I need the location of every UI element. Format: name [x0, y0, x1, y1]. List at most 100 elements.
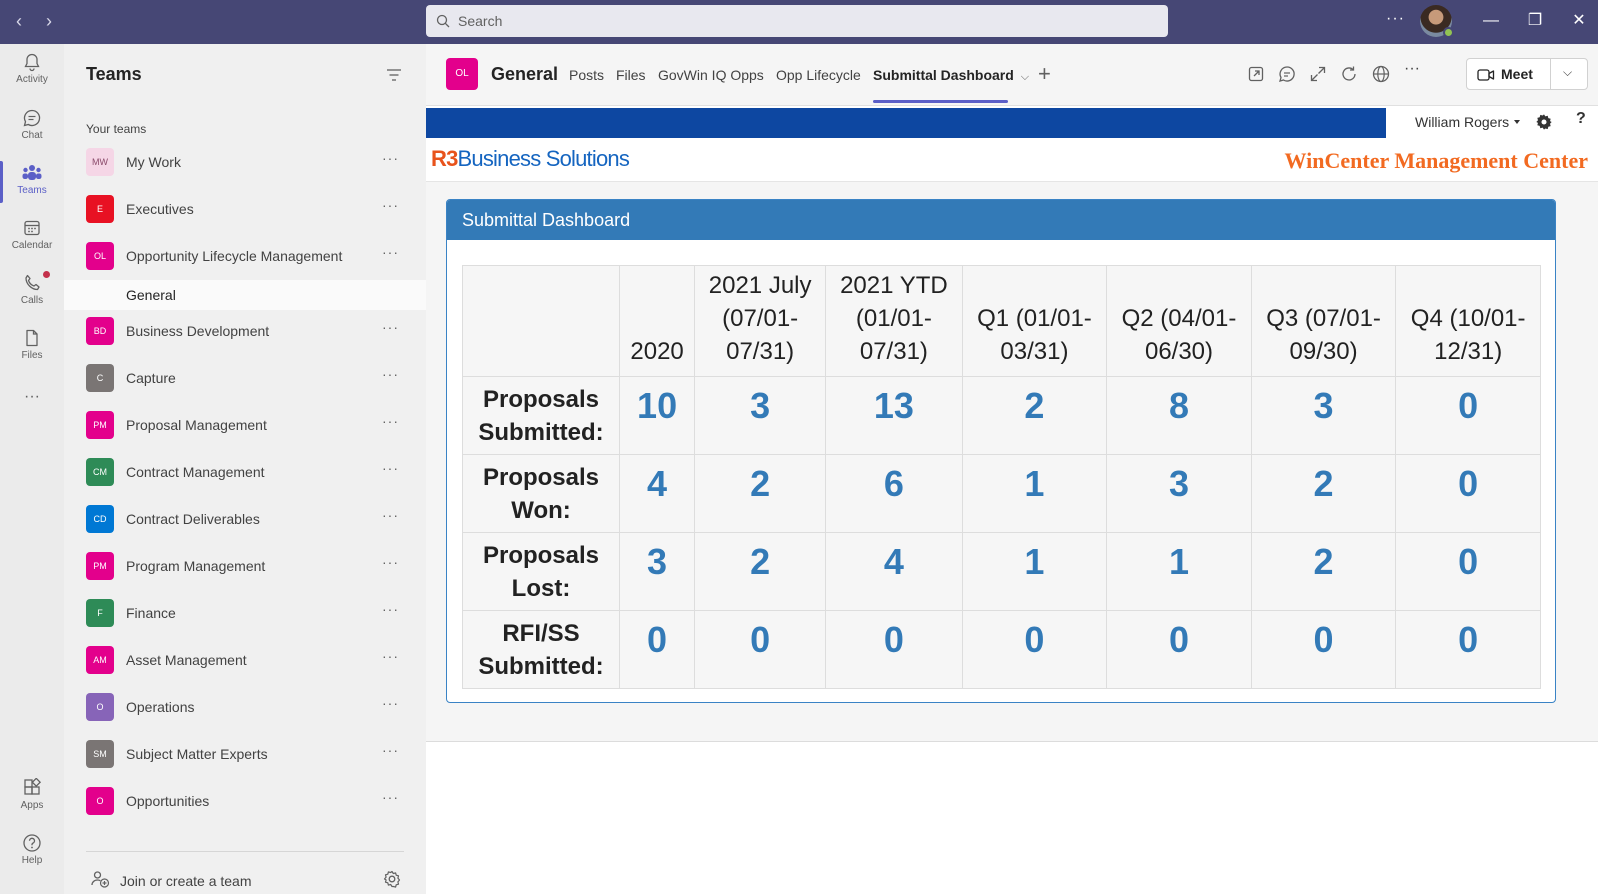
settings-gear-icon[interactable]	[1535, 113, 1553, 131]
metric-value[interactable]: 2	[1250, 532, 1397, 611]
team-item[interactable]: PM Program Management ···	[64, 544, 426, 592]
rail-calendar[interactable]: Calendar	[0, 210, 64, 264]
rail-chat[interactable]: Chat	[0, 100, 64, 154]
rail-files[interactable]: Files	[0, 320, 64, 374]
chevron-down-icon[interactable]: ⌵	[1020, 71, 1030, 83]
metric-value[interactable]: 1	[961, 454, 1108, 533]
gear-icon[interactable]	[382, 869, 402, 889]
close-icon[interactable]: ✕	[1572, 12, 1586, 29]
metric-value[interactable]: 0	[825, 610, 963, 689]
r3-business-solutions-logo[interactable]: R3Business Solutions	[431, 146, 630, 172]
metric-value[interactable]: 6	[825, 454, 963, 533]
metric-value[interactable]: 1	[1106, 532, 1252, 611]
open-in-new-window-icon[interactable]	[1246, 64, 1266, 84]
rail-help[interactable]: Help	[0, 825, 64, 879]
metric-value[interactable]: 0	[618, 610, 696, 689]
metric-value[interactable]: 4	[825, 532, 963, 611]
team-item[interactable]: SM Subject Matter Experts ···	[64, 732, 426, 780]
team-item[interactable]: BD Business Development ···	[64, 309, 426, 357]
team-item[interactable]: F Finance ···	[64, 591, 426, 639]
rail-calls[interactable]: Calls	[0, 265, 64, 319]
metric-value[interactable]: 1	[961, 532, 1108, 611]
team-badge: MW	[86, 148, 114, 176]
tab-posts[interactable]: Posts	[569, 67, 605, 83]
meet-button[interactable]: Meet ⌵	[1466, 58, 1588, 90]
team-more-options-icon[interactable]: ···	[382, 366, 399, 382]
tab-govwin-iq-opps[interactable]: GovWin IQ Opps	[658, 67, 764, 83]
metric-value[interactable]: 10	[618, 376, 696, 455]
team-more-options-icon[interactable]: ···	[382, 601, 399, 617]
rail-apps[interactable]: Apps	[0, 770, 64, 824]
minimize-icon[interactable]: —	[1483, 12, 1499, 29]
search-input[interactable]: Search	[426, 5, 1168, 37]
apps-icon	[24, 778, 42, 795]
team-more-options-icon[interactable]: ···	[382, 319, 399, 335]
refresh-icon[interactable]	[1339, 64, 1359, 84]
team-badge: O	[86, 693, 114, 721]
team-more-options-icon[interactable]: ···	[382, 742, 399, 758]
team-item[interactable]: E Executives ···	[64, 187, 426, 235]
metric-value[interactable]: 0	[961, 610, 1108, 689]
back-arrow-icon[interactable]: ‹	[16, 11, 22, 31]
metric-value[interactable]: 0	[1395, 454, 1541, 533]
tab-files[interactable]: Files	[616, 67, 646, 83]
team-more-options-icon[interactable]: ···	[382, 150, 399, 166]
team-item[interactable]: C Capture ···	[64, 356, 426, 404]
forward-arrow-icon[interactable]: ›	[46, 11, 52, 31]
metric-value[interactable]: 2	[1250, 454, 1397, 533]
team-more-options-icon[interactable]: ···	[382, 695, 399, 711]
conversation-icon[interactable]	[1277, 64, 1297, 84]
avatar[interactable]	[1420, 5, 1454, 38]
metric-value[interactable]: 0	[694, 610, 827, 689]
team-item[interactable]: AM Asset Management ···	[64, 638, 426, 686]
team-more-options-icon[interactable]: ···	[382, 244, 399, 260]
help-icon[interactable]: ?	[1576, 110, 1586, 127]
chevron-down-icon[interactable]: ⌵	[1563, 65, 1573, 79]
team-more-options-icon[interactable]: ···	[382, 460, 399, 476]
metric-value[interactable]: 2	[694, 532, 827, 611]
team-item[interactable]: CM Contract Management ···	[64, 450, 426, 498]
team-item[interactable]: O Operations ···	[64, 685, 426, 733]
metric-value[interactable]: 8	[1106, 376, 1252, 455]
team-item[interactable]: OL Opportunity Lifecycle Management ···	[64, 234, 426, 282]
expand-icon[interactable]	[1308, 64, 1328, 84]
tab-submittal-dashboard[interactable]: Submittal Dashboard ⌵	[873, 67, 1029, 84]
metric-value[interactable]: 2	[694, 454, 827, 533]
settings-more-icon[interactable]: ···	[1386, 10, 1405, 27]
team-more-options-icon[interactable]: ···	[382, 413, 399, 429]
team-item[interactable]: CD Contract Deliverables ···	[64, 497, 426, 545]
tab-opp-lifecycle[interactable]: Opp Lifecycle	[776, 67, 861, 83]
metric-value[interactable]: 2	[961, 376, 1108, 455]
team-more-options-icon[interactable]: ···	[382, 554, 399, 570]
add-tab-icon[interactable]: +	[1038, 61, 1051, 86]
metric-value[interactable]: 13	[825, 376, 963, 455]
team-more-options-icon[interactable]: ···	[382, 789, 399, 805]
metric-value[interactable]: 0	[1250, 610, 1397, 689]
team-more-options-icon[interactable]: ···	[382, 648, 399, 664]
rail-more-apps-icon[interactable]: ···	[24, 388, 40, 405]
metric-value[interactable]: 0	[1106, 610, 1252, 689]
channel-item-general[interactable]: General	[64, 280, 426, 310]
rail-teams[interactable]: Teams	[0, 155, 64, 209]
team-item[interactable]: PM Proposal Management ···	[64, 403, 426, 451]
more-options-icon[interactable]: ···	[1404, 60, 1420, 77]
globe-icon[interactable]	[1371, 64, 1391, 84]
metric-value[interactable]: 3	[1106, 454, 1252, 533]
wincenter-title: WinCenter Management Center	[1284, 148, 1588, 173]
metric-value[interactable]: 3	[1250, 376, 1397, 455]
metric-value[interactable]: 0	[1395, 610, 1541, 689]
metric-value[interactable]: 4	[618, 454, 696, 533]
user-menu[interactable]: William Rogers	[1415, 114, 1520, 130]
rail-activity[interactable]: Activity	[0, 44, 64, 98]
team-more-options-icon[interactable]: ···	[382, 197, 399, 213]
restore-icon[interactable]: ❐	[1527, 12, 1543, 29]
filter-icon[interactable]	[386, 68, 402, 82]
join-or-create-team-button[interactable]: Join or create a team	[90, 866, 410, 894]
team-more-options-icon[interactable]: ···	[382, 507, 399, 523]
metric-value[interactable]: 3	[618, 532, 696, 611]
metric-value[interactable]: 0	[1395, 532, 1541, 611]
metric-value[interactable]: 3	[694, 376, 827, 455]
metric-value[interactable]: 0	[1395, 376, 1541, 455]
team-item[interactable]: O Opportunities ···	[64, 779, 426, 827]
team-item[interactable]: MW My Work ···	[64, 140, 426, 188]
